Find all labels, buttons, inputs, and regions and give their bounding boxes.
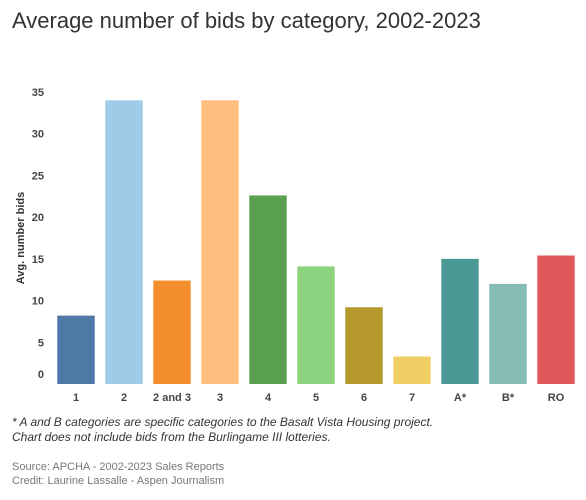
credit-line: Credit: Laurine Lassalle - Aspen Journal… bbox=[12, 475, 225, 487]
bar bbox=[441, 258, 479, 384]
y-tick-label: 10 bbox=[32, 296, 44, 308]
y-tick-label: 25 bbox=[32, 170, 44, 182]
bar bbox=[201, 100, 239, 384]
bar bbox=[57, 315, 95, 384]
y-tick-label: 35 bbox=[32, 87, 44, 99]
bar bbox=[297, 266, 335, 384]
bar bbox=[345, 307, 383, 384]
y-tick-label: 20 bbox=[32, 212, 44, 224]
x-tick-label: 2 and 3 bbox=[153, 392, 191, 404]
footnote-line: * A and B categories are specific catego… bbox=[12, 415, 434, 429]
bar bbox=[105, 100, 143, 384]
bar bbox=[489, 283, 527, 384]
bar bbox=[537, 255, 575, 384]
x-tick-label: 7 bbox=[409, 392, 415, 404]
chart-title: Average number of bids by category, 2002… bbox=[12, 8, 481, 33]
source-credit: Source: APCHA - 2002-2023 Sales Reports … bbox=[12, 460, 224, 488]
y-tick-label: 5 bbox=[38, 337, 44, 349]
footnote-line: Chart does not include bids from the Bur… bbox=[12, 430, 331, 444]
x-tick-label: 4 bbox=[265, 392, 272, 404]
x-tick-label: 1 bbox=[73, 392, 79, 404]
bar bbox=[153, 280, 191, 384]
x-tick-label: 3 bbox=[217, 392, 223, 404]
x-tick-label: 2 bbox=[121, 392, 127, 404]
y-axis-label: Avg. number bids bbox=[15, 192, 27, 285]
bar bbox=[393, 356, 431, 384]
y-tick-label: 15 bbox=[32, 254, 44, 266]
source-line: Source: APCHA - 2002-2023 Sales Reports bbox=[12, 461, 225, 473]
x-tick-label: RO bbox=[548, 392, 565, 404]
x-tick-label: 5 bbox=[313, 392, 319, 404]
x-tick-label: B* bbox=[502, 392, 515, 404]
x-tick-label: 6 bbox=[361, 392, 367, 404]
chart-footnote: * A and B categories are specific catego… bbox=[12, 415, 433, 445]
y-tick-label: 30 bbox=[32, 129, 44, 141]
bar bbox=[249, 195, 287, 384]
y-tick-label: 0 bbox=[38, 369, 44, 381]
x-tick-label: A* bbox=[454, 392, 467, 404]
